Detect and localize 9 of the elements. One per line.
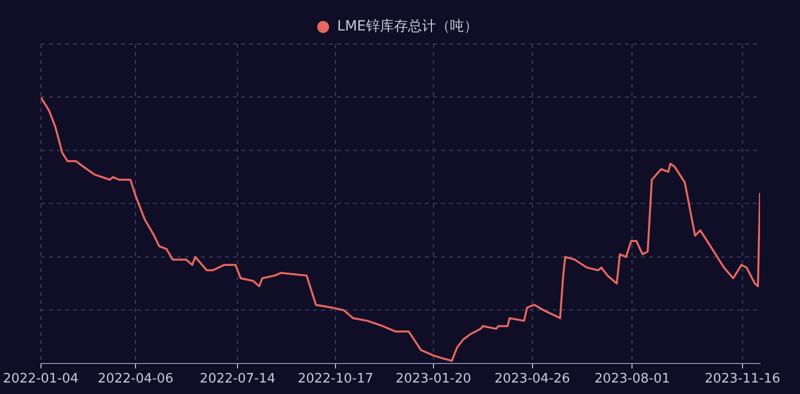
x-tick-label: 2023-04-26 [494, 372, 570, 387]
x-tick-label: 2022-10-17 [298, 372, 374, 387]
x-tick-label: 2023-11-16 [704, 372, 780, 387]
x-tick-label: 2023-08-01 [594, 372, 670, 387]
x-tick-label: 2022-07-14 [200, 372, 276, 387]
legend-label: LME锌库存总计（吨） [337, 18, 478, 35]
x-tick-label: 2022-01-04 [2, 372, 79, 387]
x-tick-label: 2022-04-06 [98, 372, 174, 387]
x-tick-label: 2023-01-20 [396, 372, 472, 387]
